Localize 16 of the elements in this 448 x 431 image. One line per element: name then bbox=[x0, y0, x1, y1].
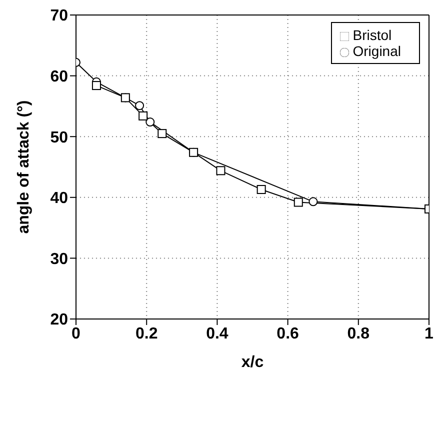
x-tick-label: 0.6 bbox=[276, 325, 300, 342]
x-tick-label: 0 bbox=[72, 325, 81, 342]
y-tick-label: 50 bbox=[50, 129, 68, 146]
y-axis-title: angle of attack (°) bbox=[16, 100, 32, 234]
y-tick-label: 60 bbox=[50, 68, 68, 86]
y-tick-label: 30 bbox=[50, 250, 68, 268]
x-tick-label: 0.4 bbox=[206, 325, 228, 342]
legend-label: Bristol bbox=[352, 27, 392, 43]
y-tick-label: 20 bbox=[50, 312, 68, 329]
legend-label: Original bbox=[352, 43, 401, 59]
y-tick-label: 70 bbox=[50, 8, 68, 25]
x-tick-label: 0.2 bbox=[135, 325, 158, 342]
x-axis-title: x/c bbox=[241, 354, 264, 371]
x-tick-label: 1 bbox=[424, 325, 434, 342]
x-tick-label: 0.8 bbox=[347, 325, 370, 342]
y-tick-label: 40 bbox=[50, 190, 68, 208]
